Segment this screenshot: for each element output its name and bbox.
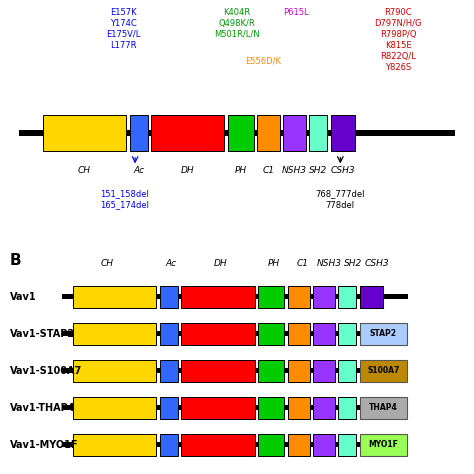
- Bar: [338, 360, 356, 382]
- Bar: [288, 286, 310, 308]
- Text: CH: CH: [78, 166, 91, 175]
- Bar: [62, 331, 408, 336]
- Bar: [73, 360, 156, 382]
- Bar: [288, 397, 310, 419]
- Text: R790C
D797N/H/G
R798P/Q
K815E
R822Q/L
Y826S: R790C D797N/H/G R798P/Q K815E R822Q/L Y8…: [374, 8, 422, 72]
- Text: Vav1-S100A7: Vav1-S100A7: [9, 366, 82, 376]
- Text: 768_777del
778del: 768_777del 778del: [316, 190, 365, 210]
- Bar: [360, 286, 383, 308]
- Bar: [62, 368, 408, 373]
- Text: MYO1F: MYO1F: [368, 440, 399, 449]
- Text: P615L: P615L: [283, 8, 309, 17]
- Bar: [258, 360, 284, 382]
- Bar: [288, 434, 310, 456]
- Bar: [338, 397, 356, 419]
- Text: Vav1-MYO1F: Vav1-MYO1F: [9, 440, 78, 450]
- Text: Ac: Ac: [165, 259, 176, 268]
- Bar: [258, 397, 284, 419]
- Bar: [160, 397, 178, 419]
- Text: THAP4: THAP4: [369, 403, 398, 412]
- Bar: [313, 397, 335, 419]
- Bar: [181, 434, 255, 456]
- Bar: [130, 115, 148, 151]
- Bar: [338, 434, 356, 456]
- Bar: [181, 323, 255, 345]
- Text: DH: DH: [214, 259, 227, 268]
- Text: PH: PH: [268, 259, 280, 268]
- Bar: [62, 405, 408, 410]
- Bar: [338, 286, 356, 308]
- Text: C1: C1: [262, 166, 274, 175]
- Text: Vav1-THAP4: Vav1-THAP4: [9, 403, 75, 413]
- Bar: [309, 115, 327, 151]
- Bar: [288, 360, 310, 382]
- Bar: [73, 286, 156, 308]
- Bar: [360, 286, 383, 308]
- Bar: [313, 360, 335, 382]
- Bar: [62, 294, 408, 299]
- Text: DH: DH: [181, 166, 194, 175]
- Bar: [160, 286, 178, 308]
- Text: PH: PH: [235, 166, 247, 175]
- Bar: [283, 115, 306, 151]
- Bar: [360, 323, 407, 345]
- Text: SH2: SH2: [309, 166, 327, 175]
- Bar: [19, 130, 455, 136]
- Text: Ac: Ac: [134, 166, 145, 175]
- Bar: [258, 323, 284, 345]
- Text: S100A7: S100A7: [367, 366, 400, 375]
- Text: E556D/K: E556D/K: [245, 56, 281, 65]
- Bar: [62, 442, 408, 447]
- Text: B: B: [9, 254, 21, 268]
- Text: SH2: SH2: [344, 259, 362, 268]
- Text: Vav1-STAP2: Vav1-STAP2: [9, 329, 74, 339]
- Text: CSH3: CSH3: [365, 259, 389, 268]
- Text: 151_158del
165_174del: 151_158del 165_174del: [100, 190, 149, 210]
- Text: K404R
Q498K/R
M501R/L/N: K404R Q498K/R M501R/L/N: [214, 8, 260, 39]
- Text: CH: CH: [100, 259, 113, 268]
- Bar: [160, 434, 178, 456]
- Bar: [181, 397, 255, 419]
- Text: NSH3: NSH3: [317, 259, 342, 268]
- Bar: [258, 434, 284, 456]
- Bar: [160, 323, 178, 345]
- Bar: [257, 115, 280, 151]
- Text: Vav1: Vav1: [9, 292, 36, 302]
- Text: C1: C1: [296, 259, 309, 268]
- Bar: [288, 323, 310, 345]
- Bar: [181, 360, 255, 382]
- Bar: [43, 115, 126, 151]
- Text: STAP2: STAP2: [370, 329, 397, 338]
- Text: NSH3: NSH3: [282, 166, 307, 175]
- Bar: [228, 115, 254, 151]
- Bar: [258, 286, 284, 308]
- Bar: [73, 397, 156, 419]
- Bar: [313, 286, 335, 308]
- Bar: [160, 360, 178, 382]
- Bar: [331, 115, 355, 151]
- Bar: [360, 397, 407, 419]
- Bar: [360, 360, 407, 382]
- Bar: [313, 323, 335, 345]
- Bar: [313, 434, 335, 456]
- Bar: [338, 323, 356, 345]
- Bar: [181, 286, 255, 308]
- Bar: [151, 115, 224, 151]
- Text: CSH3: CSH3: [330, 166, 355, 175]
- Bar: [73, 323, 156, 345]
- Bar: [73, 434, 156, 456]
- Bar: [360, 434, 407, 456]
- Text: E157K
Y174C
E175V/L
L177R: E157K Y174C E175V/L L177R: [106, 8, 140, 50]
